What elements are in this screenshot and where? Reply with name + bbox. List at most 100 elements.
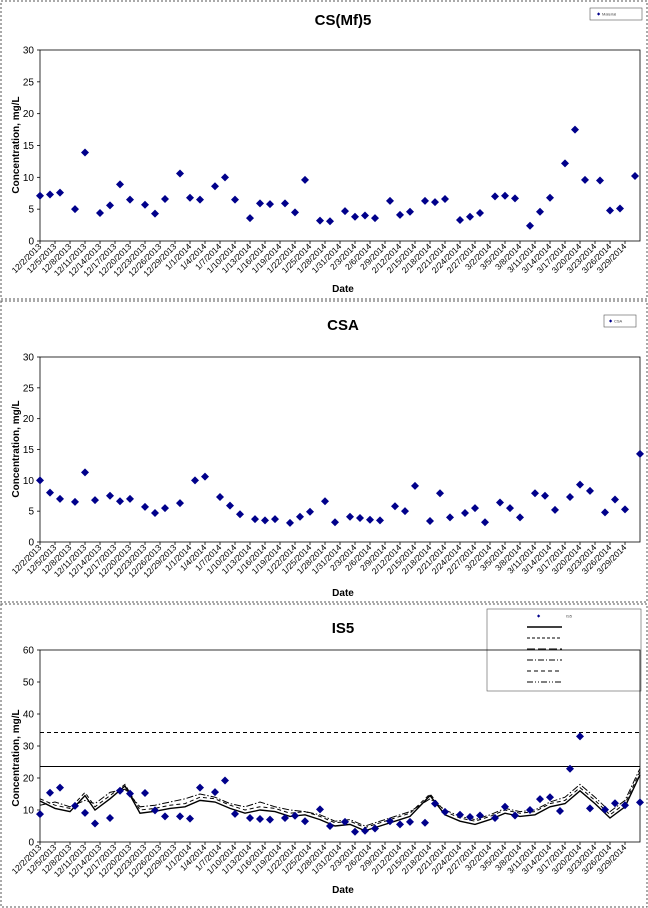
data-point	[126, 789, 134, 798]
series-line-3	[39, 768, 641, 827]
data-point	[536, 795, 544, 804]
data-point	[586, 486, 594, 495]
data-point	[491, 192, 499, 201]
legend-marker	[597, 12, 601, 16]
data-point	[266, 815, 274, 824]
data-point	[261, 516, 269, 525]
data-point	[46, 190, 54, 199]
data-point	[281, 199, 289, 208]
data-point	[151, 209, 159, 218]
data-point	[141, 200, 149, 209]
data-point	[186, 193, 194, 202]
data-point	[281, 814, 289, 822]
y-tick-label: 10	[23, 173, 35, 184]
data-point	[316, 216, 324, 225]
data-point	[406, 207, 414, 216]
data-point	[81, 468, 89, 477]
data-point	[631, 172, 639, 181]
data-point	[56, 783, 64, 792]
data-point	[586, 804, 594, 813]
data-point	[81, 808, 89, 817]
data-point	[266, 200, 274, 209]
data-point	[106, 814, 114, 822]
legend-marker	[609, 319, 613, 323]
legend-label: Material	[602, 12, 616, 17]
data-point	[231, 195, 239, 204]
data-point	[321, 497, 329, 506]
data-point	[446, 513, 454, 522]
data-point	[606, 206, 614, 215]
y-axis-label: Concentration, mg/L	[11, 96, 22, 193]
series-line-1	[39, 774, 641, 832]
data-point	[81, 148, 89, 157]
data-point	[551, 505, 559, 514]
data-point	[346, 512, 354, 521]
y-tick-label: 25	[23, 77, 35, 88]
legend-label-is5: IS5	[566, 614, 573, 619]
data-point	[601, 508, 609, 517]
data-point	[481, 518, 489, 527]
data-point	[326, 822, 334, 830]
x-axis-label: Date	[332, 284, 354, 295]
data-point	[36, 476, 44, 485]
data-point	[196, 195, 204, 204]
data-point	[556, 806, 564, 815]
data-point	[386, 196, 394, 205]
data-point	[561, 159, 569, 168]
data-point	[531, 489, 539, 498]
data-point	[211, 788, 219, 797]
data-point	[106, 491, 114, 500]
data-point	[341, 207, 349, 216]
data-point	[246, 214, 254, 223]
data-point	[616, 204, 624, 213]
data-point	[466, 212, 474, 221]
data-point	[341, 817, 349, 826]
y-tick-label: 30	[23, 742, 35, 753]
data-point	[496, 498, 504, 507]
data-point	[126, 494, 134, 503]
data-point	[161, 504, 169, 513]
data-point	[466, 813, 474, 822]
data-point	[461, 509, 469, 518]
data-point	[116, 497, 124, 506]
data-point	[36, 810, 44, 819]
data-point	[176, 499, 184, 508]
data-point	[96, 208, 104, 217]
data-point	[71, 497, 79, 506]
data-point	[491, 814, 499, 822]
x-axis-label: Date	[332, 588, 354, 599]
y-tick-label: 10	[23, 476, 35, 487]
chart-is5: IS5 IS5 Concentration, mg/L Date 0 10 20 30…	[10, 608, 644, 896]
data-point	[441, 194, 449, 203]
data-point	[356, 513, 364, 522]
data-point	[456, 215, 464, 224]
data-point	[326, 217, 334, 226]
data-point	[526, 806, 534, 814]
data-point	[506, 504, 514, 513]
y-tick-label: 0	[28, 838, 34, 849]
y-tick-label: 60	[23, 646, 35, 657]
data-point	[71, 801, 79, 810]
y-tick-label: 30	[23, 353, 35, 364]
data-point	[421, 818, 429, 827]
data-point	[611, 495, 619, 504]
data-point	[236, 510, 244, 519]
data-point	[216, 492, 224, 501]
data-point	[351, 212, 359, 221]
data-point	[636, 449, 644, 458]
data-point	[516, 513, 524, 522]
data-point	[621, 801, 629, 810]
data-point	[476, 811, 484, 820]
data-point	[581, 175, 589, 184]
y-tick-label: 40	[23, 710, 35, 721]
data-point	[601, 805, 609, 814]
y-tick-label: 15	[23, 141, 35, 152]
data-point	[271, 515, 279, 524]
data-point	[161, 194, 169, 203]
data-point	[621, 505, 629, 514]
data-point	[71, 205, 79, 214]
y-tick-label: 20	[23, 109, 35, 120]
data-point	[501, 191, 509, 200]
